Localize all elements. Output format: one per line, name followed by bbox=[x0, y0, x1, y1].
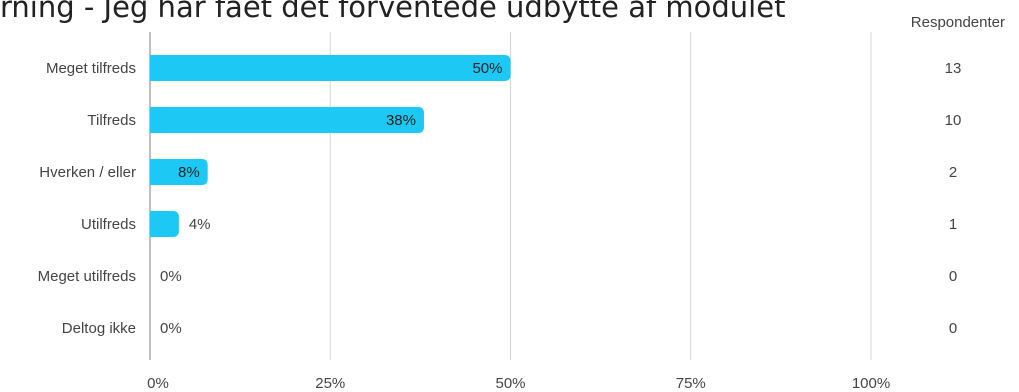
respondents-count: 1 bbox=[949, 216, 957, 233]
chart-title: rning - Jeg har fået det forventede udby… bbox=[0, 0, 786, 24]
x-tick-label: 25% bbox=[315, 375, 345, 392]
bar-value-label: 8% bbox=[178, 164, 200, 181]
bar-rect bbox=[150, 55, 511, 81]
bar-value-label: 4% bbox=[189, 216, 211, 233]
bar bbox=[150, 211, 179, 237]
category-label: Meget utilfreds bbox=[38, 268, 136, 285]
bar-rect bbox=[150, 159, 208, 185]
respondents-header: Respondenter bbox=[910, 14, 1005, 31]
category-label: Utilfreds bbox=[81, 216, 136, 233]
bar-value-label: 0% bbox=[160, 268, 182, 285]
respondents-count: 13 bbox=[945, 60, 962, 77]
x-tick-label: 50% bbox=[495, 375, 525, 392]
bar bbox=[150, 107, 424, 133]
category-label: Deltog ikke bbox=[62, 320, 136, 337]
bar bbox=[150, 159, 208, 185]
bar-rect bbox=[150, 107, 424, 133]
x-tick-label: 0% bbox=[147, 375, 169, 392]
category-label: Hverken / eller bbox=[39, 164, 136, 181]
category-label: Tilfreds bbox=[87, 112, 136, 129]
respondents-count: 0 bbox=[949, 320, 957, 337]
category-label: Meget tilfreds bbox=[46, 60, 136, 77]
bar-value-label: 0% bbox=[160, 320, 182, 337]
bar-value-label: 38% bbox=[386, 112, 416, 129]
bar-rect bbox=[150, 211, 179, 237]
x-tick-label: 100% bbox=[852, 375, 890, 392]
bar bbox=[150, 55, 511, 81]
respondents-count: 0 bbox=[949, 268, 957, 285]
x-tick-label: 75% bbox=[676, 375, 706, 392]
respondents-count: 2 bbox=[949, 164, 957, 181]
bar-value-label: 50% bbox=[472, 60, 502, 77]
respondents-count: 10 bbox=[945, 112, 962, 129]
